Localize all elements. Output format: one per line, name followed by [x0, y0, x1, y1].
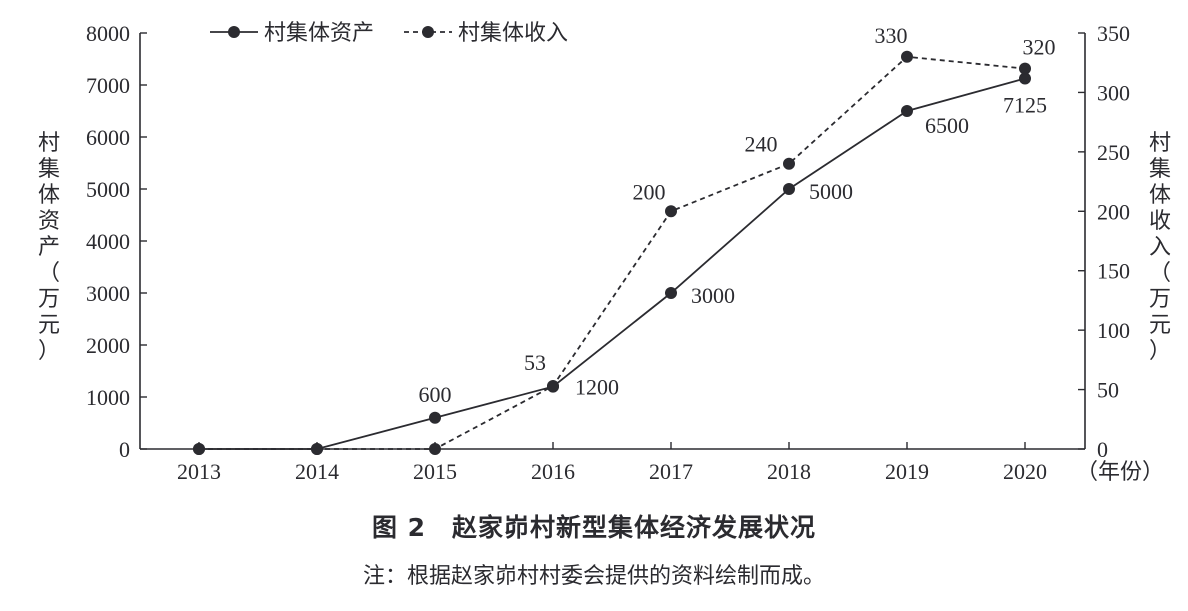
series-1-point: [193, 443, 205, 455]
left-tick-label: 4000: [86, 229, 130, 254]
left-tick-label: 6000: [86, 125, 130, 150]
series-1-point: [665, 205, 677, 218]
axis-titles: （年份）村集体资产（万元）村集体收入（万元）: [38, 131, 1171, 485]
x-tick-label: 2020: [1003, 459, 1047, 484]
legend-marker-1: [422, 26, 434, 38]
series-0-point: [429, 411, 441, 424]
series-0-point: [665, 287, 677, 299]
right-axis-title-char: 集: [1149, 157, 1171, 182]
left-axis-title-char: （: [38, 261, 60, 286]
left-axis-title-char: ）: [38, 339, 60, 364]
x-tick-label: 2013: [177, 459, 221, 484]
series-0-point: [901, 105, 913, 117]
left-axis-title-char: 集: [38, 157, 60, 182]
x-tick-label: 2017: [649, 459, 693, 484]
right-tick-label: 250: [1097, 140, 1130, 165]
series-0-data-label: 6500: [925, 113, 969, 138]
series-line-1: [199, 55, 1026, 450]
right-axis-title-char: 元: [1149, 313, 1171, 338]
x-axis-title: （年份）: [1076, 460, 1164, 485]
series-1-point: [1019, 62, 1031, 75]
left-axis-title-char: 体: [38, 183, 60, 208]
left-axis-title-char: 产: [38, 235, 60, 260]
series-0-point: [783, 183, 795, 195]
left-tick-label: 2000: [86, 333, 130, 358]
figure-note: 注：根据赵家峁村村委会提供的资料绘制而成。: [362, 564, 825, 589]
series-0-data-label: 5000: [809, 179, 853, 204]
series-1-data-label: 330: [875, 23, 908, 48]
left-axis-title-char: 村: [38, 131, 60, 156]
series-1-point: [311, 443, 323, 455]
left-tick-label: 1000: [86, 385, 130, 410]
legend-marker-0: [228, 26, 240, 38]
right-axis-title-char: （: [1149, 261, 1171, 286]
ticks: 0 1000 2000 3000 4000 5000 6000 7000 8000 0 50 100 1…: [86, 21, 1130, 484]
left-tick-label: 0: [119, 437, 130, 462]
right-axis-title-char: ）: [1149, 339, 1171, 364]
series-line-0: [199, 77, 1026, 450]
left-axis-title-char: 万: [38, 287, 60, 312]
legend-label-1: 村集体收入: [458, 21, 568, 46]
series-0-data-label: 7125: [1003, 93, 1047, 118]
left-tick-label: 3000: [86, 281, 130, 306]
right-axis-title-char: 入: [1149, 235, 1171, 260]
series-0-data-label: 1200: [575, 375, 619, 400]
series-1-data-label: 53: [524, 350, 546, 375]
right-tick-label: 200: [1097, 199, 1130, 224]
series-0-data-label: 3000: [691, 283, 735, 308]
right-axis-title-char: 收: [1149, 209, 1171, 234]
x-tick-label: 2014: [295, 459, 339, 484]
x-tick-label: 2018: [767, 459, 811, 484]
left-tick-label: 8000: [86, 21, 130, 46]
right-tick-label: 150: [1097, 259, 1130, 284]
x-tick-label: 2016: [531, 459, 575, 484]
left-tick-label: 7000: [86, 73, 130, 98]
x-tick-label: 2015: [413, 459, 457, 484]
series-0-data-label: 600: [419, 382, 452, 407]
series-1-point: [429, 443, 441, 455]
data-labels: 600 1200 3000 5000 6500 7125 53 200 240 330 320: [419, 23, 1056, 407]
legend: 村集体资产 村集体收入: [210, 21, 568, 46]
right-tick-label: 100: [1097, 318, 1130, 343]
line-chart: 0 1000 2000 3000 4000 5000 6000 7000 8000 0 50 100 1…: [38, 21, 1171, 485]
right-tick-label: 50: [1097, 378, 1119, 403]
series-layer: [193, 50, 1031, 455]
left-axis-title-char: 元: [38, 313, 60, 338]
left-axis-title-char: 资: [38, 209, 60, 234]
series-1-data-label: 200: [633, 179, 666, 204]
x-tick-label: 2019: [885, 459, 929, 484]
figure-title: 图 2 赵家峁村新型集体经济发展状况: [371, 513, 817, 542]
series-0-point: [1019, 72, 1031, 85]
series-1-data-label: 320: [1023, 35, 1056, 60]
series-1-point: [547, 380, 559, 393]
series-1-point: [901, 50, 913, 63]
right-tick-label: 0: [1097, 437, 1108, 462]
right-axis-title-char: 体: [1149, 183, 1171, 208]
left-tick-label: 5000: [86, 177, 130, 202]
right-axis-title-char: 村: [1149, 131, 1171, 156]
series-1-point: [783, 157, 795, 170]
right-axis-title-char: 万: [1149, 287, 1171, 312]
series-1-data-label: 240: [745, 132, 778, 157]
legend-label-0: 村集体资产: [264, 21, 374, 46]
right-tick-label: 300: [1097, 80, 1130, 105]
right-tick-label: 350: [1097, 21, 1130, 46]
